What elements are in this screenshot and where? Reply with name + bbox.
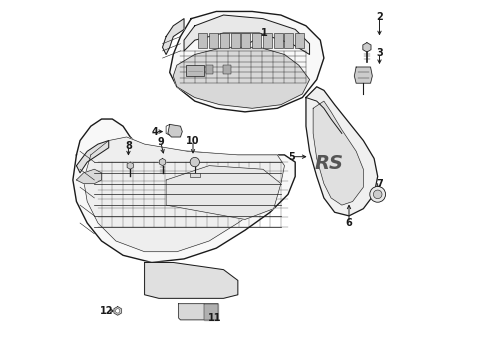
Polygon shape (168, 125, 182, 137)
Circle shape (373, 190, 382, 199)
Circle shape (116, 309, 120, 313)
Bar (220, 33, 229, 48)
Text: 7: 7 (376, 179, 383, 189)
Polygon shape (306, 87, 378, 216)
Polygon shape (166, 166, 281, 220)
Polygon shape (363, 42, 371, 52)
Bar (223, 65, 231, 74)
Bar (198, 33, 207, 48)
Circle shape (370, 186, 386, 202)
Polygon shape (179, 304, 218, 320)
Text: 5: 5 (288, 152, 295, 162)
Text: RS: RS (315, 154, 344, 174)
Text: 9: 9 (157, 138, 164, 147)
Polygon shape (73, 119, 295, 262)
Text: 4: 4 (152, 127, 159, 136)
Bar (285, 33, 294, 48)
Text: 2: 2 (376, 12, 383, 22)
Bar (242, 33, 250, 48)
Polygon shape (354, 67, 372, 83)
Polygon shape (163, 19, 184, 54)
Bar (190, 173, 200, 177)
Text: 6: 6 (345, 218, 352, 228)
Bar (252, 33, 261, 48)
Polygon shape (127, 162, 133, 169)
Polygon shape (159, 158, 166, 166)
Bar (209, 33, 218, 48)
Text: 11: 11 (208, 313, 221, 323)
Circle shape (190, 157, 199, 167)
Bar (263, 33, 272, 48)
Bar (205, 65, 213, 74)
Text: 12: 12 (100, 306, 114, 316)
Polygon shape (76, 169, 101, 184)
Polygon shape (145, 262, 238, 298)
Bar (186, 65, 204, 76)
Bar (274, 33, 283, 48)
Bar (295, 33, 304, 48)
Polygon shape (84, 137, 285, 252)
Text: 1: 1 (261, 28, 268, 38)
Polygon shape (114, 307, 122, 315)
Polygon shape (173, 47, 310, 108)
Text: 8: 8 (125, 141, 132, 151)
Polygon shape (204, 304, 218, 320)
Text: 3: 3 (376, 48, 383, 58)
Polygon shape (170, 12, 324, 112)
Polygon shape (313, 101, 364, 205)
Polygon shape (184, 15, 310, 54)
Text: 10: 10 (186, 136, 200, 145)
Bar (231, 33, 240, 48)
Polygon shape (76, 140, 109, 173)
